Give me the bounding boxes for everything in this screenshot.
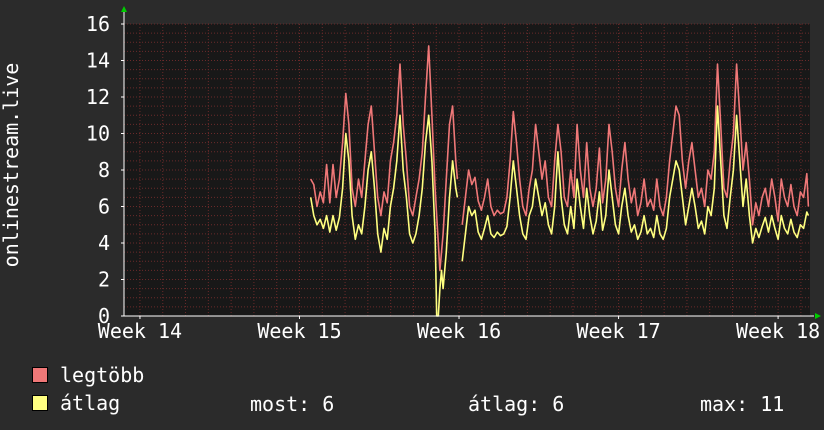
grid: [124, 23, 810, 317]
y-tick-label: 0: [98, 304, 110, 328]
y-tick-label: 10: [86, 122, 110, 146]
y-tick-label: 4: [98, 231, 110, 255]
stat-now: most: 6: [250, 392, 334, 416]
legend-label-max: legtöbb: [60, 363, 145, 387]
y-tick-label: 12: [86, 85, 110, 109]
x-tick-label: Week 18: [736, 319, 820, 343]
series-line-max-1: [461, 63, 810, 226]
y-tick-label: 8: [98, 158, 110, 182]
chart: 0 2 4 6 8 10 12 14 16 Week 14 Week 15 Week 16 Week 1…: [0, 6, 821, 343]
y-tick-label: 2: [98, 268, 110, 292]
tick-labels: 0 2 4 6 8 10 12 14 16 Week 14 Week 15 Week 16 Week 1…: [86, 12, 820, 343]
legend-item-avg: átlag: [32, 390, 120, 416]
x-tick-label: Week 17: [576, 319, 660, 343]
x-axis-arrow-icon: [815, 313, 821, 319]
stat-max-value: 11: [760, 392, 785, 416]
x-tick-label: Week 16: [417, 319, 501, 343]
stat-now-value: 6: [322, 392, 335, 416]
legend-item-max: legtöbb: [32, 362, 144, 388]
stat-avg-value: 6: [552, 392, 565, 416]
y-tick-label: 6: [98, 195, 110, 219]
legend-swatch-avg: [32, 395, 48, 411]
y-axis-label: onlinestream.live: [0, 63, 23, 268]
stat-now-label: most:: [250, 392, 311, 416]
y-axis-arrow-icon: [121, 6, 127, 12]
stat-max-label: max:: [700, 392, 749, 416]
series-line-avg-1: [461, 105, 810, 262]
axes: [121, 6, 821, 319]
series-line-max-0: [310, 45, 459, 272]
x-tick-label: Week 15: [257, 319, 341, 343]
legend-swatch-max: [32, 367, 48, 383]
legend: legtöbb átlag: [0, 358, 824, 430]
stat-avg: átlag: 6: [468, 392, 564, 416]
y-tick-label: 14: [86, 49, 110, 73]
x-tick-label: Week 14: [98, 319, 182, 343]
stat-avg-label: átlag:: [468, 392, 541, 416]
stat-max: max: 11: [700, 392, 784, 416]
legend-label-avg: átlag: [60, 391, 121, 415]
y-tick-label: 16: [86, 12, 110, 36]
